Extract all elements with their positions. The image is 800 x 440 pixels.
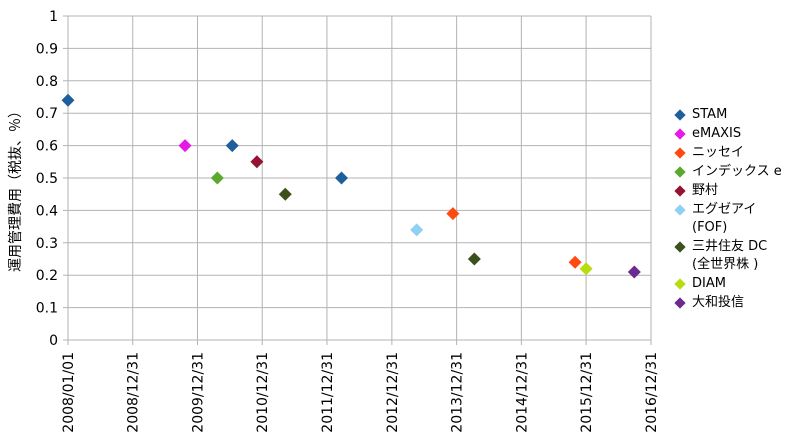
legend-label: 野村 xyxy=(692,183,719,198)
data-point-series-5 xyxy=(410,223,424,237)
data-points xyxy=(61,93,641,279)
data-point-series-6 xyxy=(278,187,292,201)
data-point-series-0 xyxy=(334,171,348,185)
legend-item: eMAXIS xyxy=(672,125,800,143)
y-tick-label: 0.9 xyxy=(36,41,58,57)
legend-marker xyxy=(674,297,686,309)
data-point-series-4 xyxy=(250,155,264,169)
legend-marker xyxy=(674,128,686,140)
legend-marker xyxy=(674,278,686,290)
legend-label: 三井住友 DC (全世界株 ) xyxy=(692,239,768,272)
legend: STAM eMAXIS ニッセイインデックス e 野村エグゼアイ (FOF) 三井住友 … xyxy=(672,106,800,313)
x-tick-label: 2009/12/31 xyxy=(190,352,206,433)
y-tick-label: 0.2 xyxy=(36,268,58,284)
legend-marker xyxy=(674,185,686,197)
x-tick-label: 2011/12/31 xyxy=(320,352,336,433)
x-tick-label: 2013/12/31 xyxy=(450,352,466,433)
legend-label: eMAXIS xyxy=(692,126,742,141)
y-tick-label: 0.6 xyxy=(36,139,58,155)
legend-label: インデックス e xyxy=(692,164,782,179)
y-tick-label: 0.8 xyxy=(36,74,58,90)
data-point-series-2 xyxy=(446,207,460,221)
data-point-series-7 xyxy=(579,262,593,276)
data-point-series-6 xyxy=(467,252,481,266)
x-tick-label: 2010/12/31 xyxy=(255,352,271,433)
legend-marker xyxy=(674,204,686,216)
data-point-series-3 xyxy=(210,171,224,185)
legend-marker xyxy=(674,147,686,159)
legend-item: エグゼアイ (FOF) xyxy=(672,201,800,237)
legend-item: ニッセイ xyxy=(672,144,800,162)
legend-marker xyxy=(674,109,686,121)
legend-item: DIAM xyxy=(672,275,800,293)
legend-label: STAM xyxy=(692,107,728,122)
y-tick-label: 1 xyxy=(49,9,58,25)
y-tick-label: 0.3 xyxy=(36,236,58,252)
legend-item: 三井住友 DC (全世界株 ) xyxy=(672,238,800,274)
grid xyxy=(67,15,652,341)
y-tick-label: 0 xyxy=(49,333,58,349)
data-point-series-0 xyxy=(61,93,75,107)
data-point-series-2 xyxy=(568,255,582,269)
x-tick-label: 2008/01/01 xyxy=(61,352,77,433)
x-tick-label: 2015/12/31 xyxy=(579,352,595,433)
y-tick-label: 0.4 xyxy=(36,203,58,219)
data-point-series-1 xyxy=(178,139,192,153)
data-point-series-0 xyxy=(225,139,239,153)
legend-item: STAM xyxy=(672,106,800,124)
legend-marker xyxy=(674,166,686,178)
x-tick-label: 2012/12/31 xyxy=(385,352,401,433)
legend-marker xyxy=(674,241,686,253)
legend-item: 野村 xyxy=(672,182,800,200)
axes: 0 0.1 0.2 0.3 0.4 0.5 0.6 0.7 0.8 0.9 1 2008/01/01 2… xyxy=(36,9,660,433)
legend-item: 大和投信 xyxy=(672,294,800,312)
y-tick-label: 0.5 xyxy=(36,171,58,187)
x-tick-label: 2008/12/31 xyxy=(126,352,142,433)
data-point-series-8 xyxy=(627,265,641,279)
y-tick-label: 0.1 xyxy=(36,301,58,317)
legend-item: インデックス e xyxy=(672,163,800,181)
legend-label: 大和投信 xyxy=(692,295,745,310)
legend-label: DIAM xyxy=(692,276,726,291)
x-tick-label: 2014/12/31 xyxy=(514,352,530,433)
x-tick-label: 2016/12/31 xyxy=(644,352,660,433)
legend-label: エグゼアイ (FOF) xyxy=(692,202,757,235)
y-tick-label: 0.7 xyxy=(36,106,58,122)
y-axis-label: 運用管理費用（税抜、％） xyxy=(8,104,24,272)
legend-label: ニッセイ xyxy=(692,145,745,160)
